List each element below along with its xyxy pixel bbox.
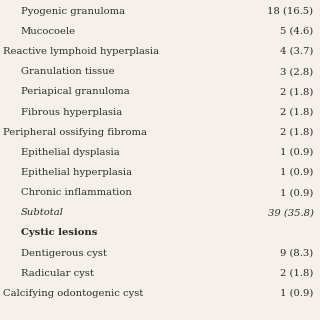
- Text: Peripheral ossifying fibroma: Peripheral ossifying fibroma: [3, 128, 147, 137]
- Text: Radicular cyst: Radicular cyst: [21, 269, 94, 278]
- Text: 39 (35.8): 39 (35.8): [268, 208, 314, 217]
- Text: 18 (16.5): 18 (16.5): [268, 7, 314, 16]
- Text: Reactive lymphoid hyperplasia: Reactive lymphoid hyperplasia: [3, 47, 159, 56]
- Text: 2 (1.8): 2 (1.8): [280, 108, 314, 116]
- Text: Mucocoele: Mucocoele: [21, 27, 76, 36]
- Text: 9 (8.3): 9 (8.3): [280, 249, 314, 258]
- Text: Dentigerous cyst: Dentigerous cyst: [21, 249, 107, 258]
- Text: Epithelial dysplasia: Epithelial dysplasia: [21, 148, 120, 157]
- Text: 2 (1.8): 2 (1.8): [280, 128, 314, 137]
- Text: 2 (1.8): 2 (1.8): [280, 87, 314, 96]
- Text: 2 (1.8): 2 (1.8): [280, 269, 314, 278]
- Text: 1 (0.9): 1 (0.9): [280, 289, 314, 298]
- Text: Cystic lesions: Cystic lesions: [21, 228, 97, 237]
- Text: 1 (0.9): 1 (0.9): [280, 148, 314, 157]
- Text: 4 (3.7): 4 (3.7): [280, 47, 314, 56]
- Text: 1 (0.9): 1 (0.9): [280, 188, 314, 197]
- Text: Chronic inflammation: Chronic inflammation: [21, 188, 132, 197]
- Text: Fibrous hyperplasia: Fibrous hyperplasia: [21, 108, 122, 116]
- Text: Calcifying odontogenic cyst: Calcifying odontogenic cyst: [3, 289, 143, 298]
- Text: 3 (2.8): 3 (2.8): [280, 67, 314, 76]
- Text: Periapical granuloma: Periapical granuloma: [21, 87, 130, 96]
- Text: 5 (4.6): 5 (4.6): [280, 27, 314, 36]
- Text: 1 (0.9): 1 (0.9): [280, 168, 314, 177]
- Text: Epithelial hyperplasia: Epithelial hyperplasia: [21, 168, 132, 177]
- Text: Pyogenic granuloma: Pyogenic granuloma: [21, 7, 125, 16]
- Text: Granulation tissue: Granulation tissue: [21, 67, 115, 76]
- Text: Subtotal: Subtotal: [21, 208, 64, 217]
